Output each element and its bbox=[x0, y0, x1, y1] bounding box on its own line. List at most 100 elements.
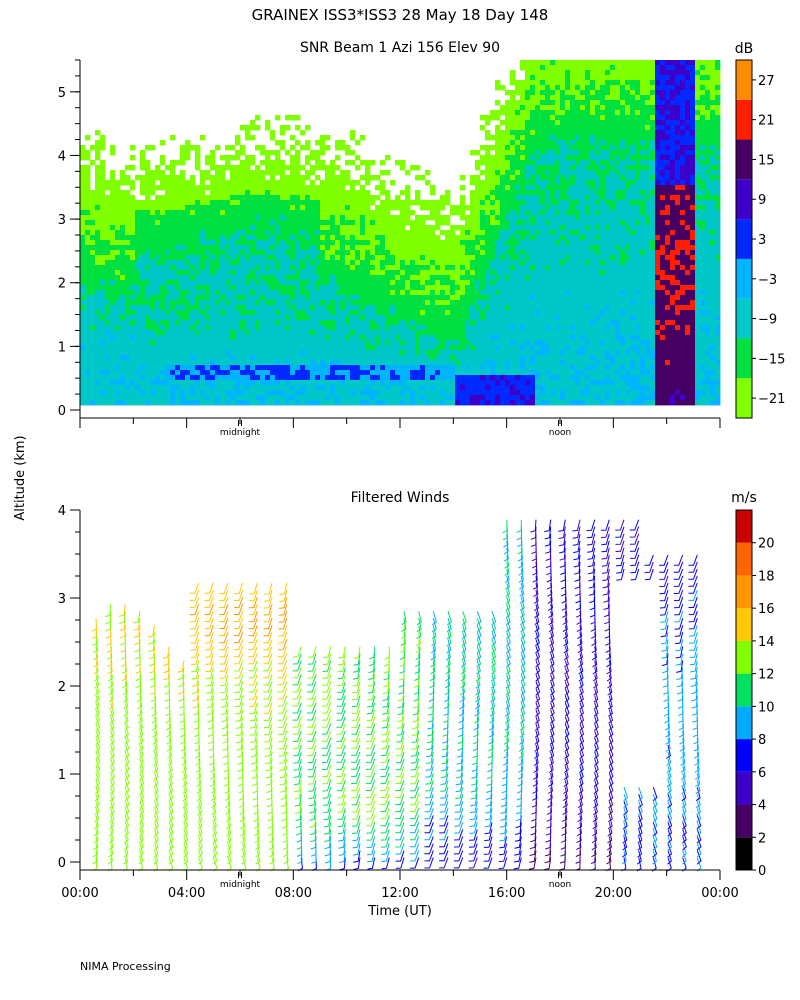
snr-cell bbox=[325, 135, 331, 141]
snr-cell bbox=[135, 395, 141, 401]
snr-cell bbox=[320, 290, 326, 296]
snr-cell bbox=[275, 305, 281, 311]
snr-cell bbox=[475, 165, 481, 171]
snr-cell bbox=[560, 310, 566, 316]
snr-cell bbox=[205, 225, 211, 231]
snr-cell bbox=[555, 375, 561, 381]
snr-cell bbox=[125, 355, 131, 361]
snr-cell bbox=[380, 275, 386, 281]
snr-cell bbox=[285, 390, 291, 396]
snr-cell bbox=[260, 340, 266, 346]
snr-cell bbox=[460, 200, 466, 206]
snr-cell bbox=[335, 205, 341, 211]
snr-cell bbox=[365, 160, 371, 166]
snr-cell bbox=[515, 130, 521, 136]
snr-cell bbox=[455, 385, 461, 391]
snr-cell bbox=[510, 390, 516, 396]
snr-cell bbox=[290, 185, 296, 191]
snr-cell bbox=[120, 335, 126, 341]
snr-cell bbox=[390, 360, 396, 366]
snr-cell bbox=[515, 185, 521, 191]
snr-cell bbox=[95, 185, 101, 191]
snr-cell bbox=[120, 295, 126, 301]
snr-cell bbox=[480, 310, 486, 316]
snr-cell bbox=[515, 295, 521, 301]
snr-cell bbox=[450, 375, 456, 381]
snr-cell bbox=[165, 270, 171, 276]
snr-cell bbox=[500, 230, 506, 236]
snr-cell bbox=[95, 155, 101, 161]
snr-cell bbox=[560, 155, 566, 161]
snr-cell bbox=[395, 360, 401, 366]
snr-panel: SNR Beam 1 Azi 156 Elev 90 012345midnigh… bbox=[58, 40, 786, 438]
snr-cell bbox=[130, 385, 136, 391]
snr-cell bbox=[420, 360, 426, 366]
snr-cell bbox=[525, 340, 531, 346]
snr-cell bbox=[325, 310, 331, 316]
snr-cell bbox=[550, 310, 556, 316]
snr-cell bbox=[245, 295, 251, 301]
snr-cell bbox=[340, 310, 346, 316]
snr-cell bbox=[345, 330, 351, 336]
snr-cell bbox=[440, 340, 446, 346]
snr-cell bbox=[100, 270, 106, 276]
snr-cell bbox=[395, 265, 401, 271]
snr-cell bbox=[340, 305, 346, 311]
snr-cell bbox=[220, 190, 226, 196]
snr-cell bbox=[140, 380, 146, 386]
snr-cell bbox=[335, 360, 341, 366]
snr-cell bbox=[460, 290, 466, 296]
snr-cell bbox=[140, 205, 146, 211]
snr-cell bbox=[150, 295, 156, 301]
snr-cell bbox=[505, 100, 511, 106]
snr-cell bbox=[200, 335, 206, 341]
snr-cell bbox=[540, 235, 546, 241]
snr-cell bbox=[330, 275, 336, 281]
snr-cell bbox=[125, 370, 131, 376]
snr-cell bbox=[250, 280, 256, 286]
snr-cell bbox=[480, 180, 486, 186]
snr-cell bbox=[495, 310, 501, 316]
snr-cell bbox=[475, 365, 481, 371]
snr-cell bbox=[565, 305, 571, 311]
snr-cell bbox=[380, 245, 386, 251]
snr-cell bbox=[560, 60, 566, 66]
snr-cell bbox=[460, 335, 466, 341]
snr-cell bbox=[535, 90, 541, 96]
snr-cell bbox=[255, 320, 261, 326]
snr-cell bbox=[300, 295, 306, 301]
snr-cell bbox=[100, 280, 106, 286]
snr-cell bbox=[500, 110, 506, 116]
snr-cell bbox=[300, 205, 306, 211]
snr-cell bbox=[465, 295, 471, 301]
snr-cell bbox=[410, 255, 416, 261]
snr-cell bbox=[545, 150, 551, 156]
snr-cell bbox=[425, 305, 431, 311]
snr-cell bbox=[295, 115, 301, 121]
snr-cell bbox=[530, 395, 536, 401]
snr-cell bbox=[130, 305, 136, 311]
snr-cell bbox=[420, 200, 426, 206]
snr-cell bbox=[535, 325, 541, 331]
snr-cell bbox=[330, 280, 336, 286]
snr-cell bbox=[445, 275, 451, 281]
snr-cell bbox=[465, 345, 471, 351]
snr-cell bbox=[300, 230, 306, 236]
snr-cell bbox=[530, 155, 536, 161]
snr-cell bbox=[140, 290, 146, 296]
snr-cell bbox=[570, 250, 576, 256]
snr-cell bbox=[455, 395, 461, 401]
snr-cell bbox=[490, 110, 496, 116]
snr-cell bbox=[415, 330, 421, 336]
snr-cell bbox=[540, 305, 546, 311]
snr-cell bbox=[95, 175, 101, 181]
snr-cell bbox=[310, 280, 316, 286]
snr-cell bbox=[155, 395, 161, 401]
snr-cell bbox=[160, 340, 166, 346]
snr-cell bbox=[420, 220, 426, 226]
snr-cell bbox=[245, 320, 251, 326]
snr-cell bbox=[190, 270, 196, 276]
snr-cell bbox=[480, 200, 486, 206]
snr-cell bbox=[400, 385, 406, 391]
snr-cell bbox=[400, 280, 406, 286]
